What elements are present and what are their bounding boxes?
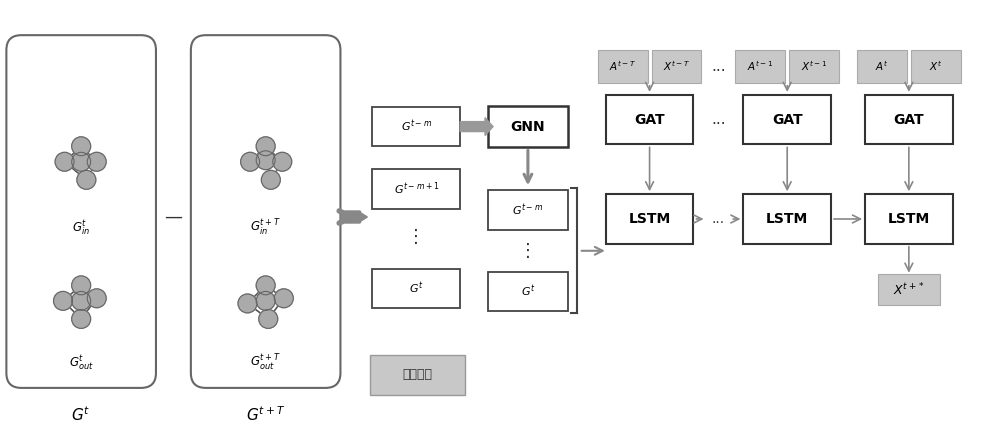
Text: $X^{t-T}$: $X^{t-T}$ xyxy=(663,59,690,73)
Text: $X^{t-1}$: $X^{t-1}$ xyxy=(801,59,827,73)
Text: ...: ... xyxy=(711,59,726,74)
Bar xyxy=(372,269,460,309)
Circle shape xyxy=(72,291,91,310)
Text: $X^t$: $X^t$ xyxy=(929,59,942,73)
Text: $G^t$: $G^t$ xyxy=(521,284,535,299)
Bar xyxy=(857,50,907,83)
FancyBboxPatch shape xyxy=(6,35,156,388)
Text: $G^t_{out}$: $G^t_{out}$ xyxy=(69,354,94,373)
Circle shape xyxy=(256,291,275,310)
Polygon shape xyxy=(342,212,367,222)
Circle shape xyxy=(259,309,278,329)
Text: GAT: GAT xyxy=(634,113,665,127)
Text: ...: ... xyxy=(711,112,726,127)
Text: $G^{t-m}$: $G^{t-m}$ xyxy=(512,202,543,218)
Text: $G^{t-m}$: $G^{t-m}$ xyxy=(401,119,432,135)
Circle shape xyxy=(55,152,74,171)
Text: $G^{t+T}$: $G^{t+T}$ xyxy=(246,405,285,424)
Circle shape xyxy=(72,309,91,329)
Bar xyxy=(743,194,831,244)
Text: $G^t$: $G^t$ xyxy=(71,405,91,424)
Bar xyxy=(911,50,961,83)
Text: $A^{t-T}$: $A^{t-T}$ xyxy=(609,59,636,73)
Text: ...: ... xyxy=(712,212,725,226)
Circle shape xyxy=(273,152,292,171)
Text: $A^t$: $A^t$ xyxy=(875,59,889,73)
Text: GAT: GAT xyxy=(894,113,924,127)
Circle shape xyxy=(77,171,96,189)
Bar xyxy=(606,95,693,145)
Polygon shape xyxy=(460,118,493,135)
Text: $G^{t+T}_{in}$: $G^{t+T}_{in}$ xyxy=(250,218,281,238)
Bar xyxy=(372,169,460,209)
Bar xyxy=(743,95,831,145)
Circle shape xyxy=(238,294,257,313)
Bar xyxy=(598,50,648,83)
Bar xyxy=(488,190,568,230)
Circle shape xyxy=(87,289,106,308)
Text: LSTM: LSTM xyxy=(766,212,808,226)
Circle shape xyxy=(87,152,106,171)
Circle shape xyxy=(72,152,91,171)
Text: $X^{t+*}$: $X^{t+*}$ xyxy=(893,281,925,298)
Text: $G^t$: $G^t$ xyxy=(409,281,424,296)
Text: GAT: GAT xyxy=(772,113,803,127)
Text: ⋮: ⋮ xyxy=(519,242,537,260)
Text: $A^{t-1}$: $A^{t-1}$ xyxy=(747,59,773,73)
Text: $G^t_{in}$: $G^t_{in}$ xyxy=(72,218,90,237)
Text: GNN: GNN xyxy=(511,120,545,134)
Bar xyxy=(865,95,953,145)
Bar xyxy=(370,355,465,395)
Bar xyxy=(606,194,693,244)
Circle shape xyxy=(241,152,260,171)
Text: $G^{t-m+1}$: $G^{t-m+1}$ xyxy=(394,181,439,197)
Text: —: — xyxy=(164,208,182,226)
Bar xyxy=(789,50,839,83)
Text: $G^{t+T}_{out}$: $G^{t+T}_{out}$ xyxy=(250,353,281,373)
Circle shape xyxy=(261,171,280,189)
Circle shape xyxy=(256,276,275,295)
Text: LSTM: LSTM xyxy=(628,212,671,226)
Circle shape xyxy=(256,137,275,156)
Circle shape xyxy=(274,289,293,308)
Circle shape xyxy=(72,276,91,295)
FancyBboxPatch shape xyxy=(191,35,340,388)
Circle shape xyxy=(54,291,72,310)
Circle shape xyxy=(72,137,91,156)
Bar xyxy=(372,107,460,146)
Bar xyxy=(735,50,785,83)
Bar xyxy=(865,194,953,244)
Bar xyxy=(878,273,940,306)
Text: LSTM: LSTM xyxy=(888,212,930,226)
Bar xyxy=(488,106,568,148)
Circle shape xyxy=(256,151,275,170)
Bar xyxy=(488,272,568,311)
Text: ⋮: ⋮ xyxy=(407,228,425,246)
Text: 数据缺失: 数据缺失 xyxy=(403,368,433,381)
Bar xyxy=(652,50,701,83)
